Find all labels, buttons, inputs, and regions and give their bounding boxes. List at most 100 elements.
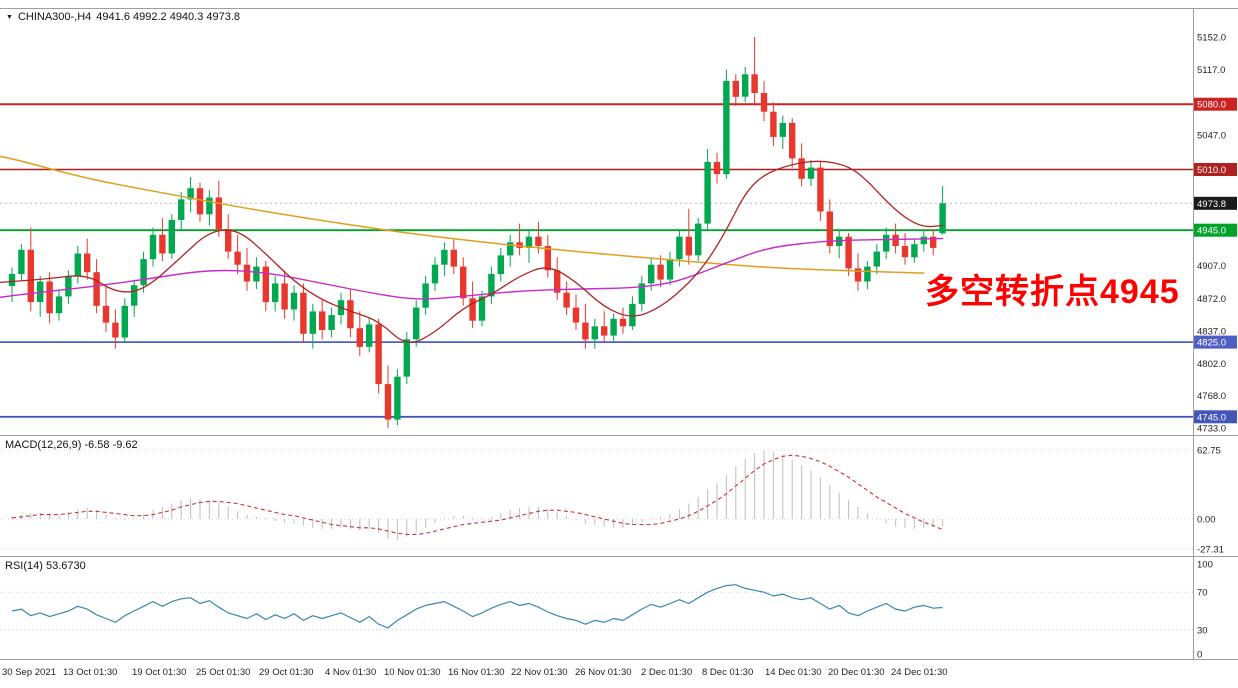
candle-body	[535, 236, 542, 246]
candle-body	[497, 255, 504, 275]
price-badge	[1194, 97, 1237, 111]
candle-body	[319, 311, 326, 331]
candle-body	[582, 322, 589, 340]
price-axis-label: 4802.0	[1197, 359, 1226, 370]
candle-body	[732, 80, 739, 97]
rsi-axis-label: 0	[1197, 650, 1202, 661]
candle-body	[685, 236, 692, 256]
candle-body	[84, 253, 91, 273]
price-axis-label: 4872.0	[1197, 294, 1226, 305]
time-axis-label: 4 Nov 01:30	[325, 667, 376, 678]
candle-body	[366, 324, 373, 347]
candle-body	[225, 229, 232, 252]
price-badge-label: 4945.0	[1197, 226, 1226, 237]
candle-body	[243, 264, 251, 282]
candle-body	[187, 188, 194, 200]
candle-body	[469, 298, 476, 321]
candle-body	[196, 188, 204, 215]
candle-body	[638, 283, 645, 304]
candle-body	[695, 223, 702, 256]
time-axis-label: 10 Nov 01:30	[384, 667, 441, 678]
time-axis-label: 8 Dec 01:30	[702, 667, 753, 678]
price-axis-label: 5152.0	[1197, 33, 1226, 44]
candle-body	[178, 199, 185, 220]
candle-body	[723, 80, 730, 175]
candle-body	[460, 266, 467, 299]
time-axis-label: 30 Sep 2021	[2, 667, 56, 678]
candle-body	[65, 275, 72, 297]
candle-body	[892, 234, 899, 246]
candle-body	[206, 197, 213, 215]
rsi-line	[11, 584, 943, 629]
candle-body	[911, 244, 918, 258]
candle-body	[544, 246, 551, 271]
time-axis-label: 26 Nov 01:30	[575, 667, 632, 678]
candle-body	[55, 296, 63, 314]
candle-body	[854, 268, 862, 282]
price-badge	[1194, 410, 1237, 424]
macd-axis-label: -27.31	[1197, 545, 1224, 556]
ma-medium-magenta	[0, 237, 944, 300]
candle-body	[713, 162, 721, 175]
annotation-text[interactable]: 多空转折点4945	[925, 273, 1180, 311]
candle-body	[478, 296, 486, 321]
candle-body	[394, 376, 401, 420]
candle-body	[516, 242, 523, 248]
candle-body	[742, 74, 749, 97]
candle-body	[112, 322, 119, 338]
candle-body	[789, 122, 796, 159]
macd-signal-line	[11, 454, 943, 535]
time-axis-label: 25 Oct 01:30	[196, 667, 250, 678]
rsi-axis-label: 70	[1197, 588, 1208, 599]
candle-body	[864, 266, 871, 282]
candle-body	[619, 318, 627, 327]
candle-body	[563, 292, 570, 308]
rsi-indicator-label: RSI(14) 53.6730	[5, 560, 86, 572]
candle-body	[27, 249, 34, 303]
candle-body	[648, 264, 655, 284]
candle-body	[375, 324, 382, 385]
candle-body	[817, 167, 824, 212]
candle-body	[554, 270, 561, 293]
price-badge	[1194, 223, 1237, 237]
candle-body	[234, 251, 241, 265]
candle-body	[883, 234, 890, 252]
price-badge	[1194, 335, 1237, 349]
price-axis-label: 4768.0	[1197, 391, 1226, 402]
symbol-dropdown-icon[interactable]: ▼	[6, 13, 13, 21]
ohlc-values: 4941.6 4992.2 4940.3 4973.8	[96, 11, 241, 23]
candle-body	[873, 251, 880, 267]
time-axis-label: 16 Nov 01:30	[448, 667, 505, 678]
candle-body	[159, 234, 166, 254]
candle-body	[676, 236, 683, 260]
candle-body	[845, 236, 852, 269]
price-axis-label: 5117.0	[1197, 65, 1225, 76]
candle-body	[488, 274, 495, 297]
price-badge	[1194, 163, 1237, 176]
candle-body	[18, 249, 25, 275]
candle-body	[262, 266, 269, 303]
candle-body	[939, 203, 946, 234]
ma-fast-red	[0, 160, 944, 343]
candle-body	[930, 236, 937, 248]
macd-indicator-label: MACD(12,26,9) -6.58 -9.62	[5, 439, 138, 451]
candle-body	[300, 292, 307, 334]
price-badge	[1194, 196, 1237, 210]
candle-body	[779, 122, 786, 137]
candle-body	[413, 307, 420, 340]
candle-body	[441, 249, 448, 265]
candle-body	[309, 311, 316, 334]
candle-body	[704, 162, 711, 224]
candle-body	[46, 281, 53, 314]
candle-body	[751, 74, 758, 93]
price-badge-label: 4745.0	[1197, 412, 1226, 423]
candle-body	[356, 328, 363, 347]
candle-body	[253, 266, 260, 282]
candle-body	[74, 253, 81, 276]
candle-body	[431, 264, 439, 284]
price-badge-label: 4825.0	[1197, 338, 1226, 349]
candle-body	[215, 197, 222, 230]
price-axis-label: 4907.0	[1197, 261, 1226, 272]
